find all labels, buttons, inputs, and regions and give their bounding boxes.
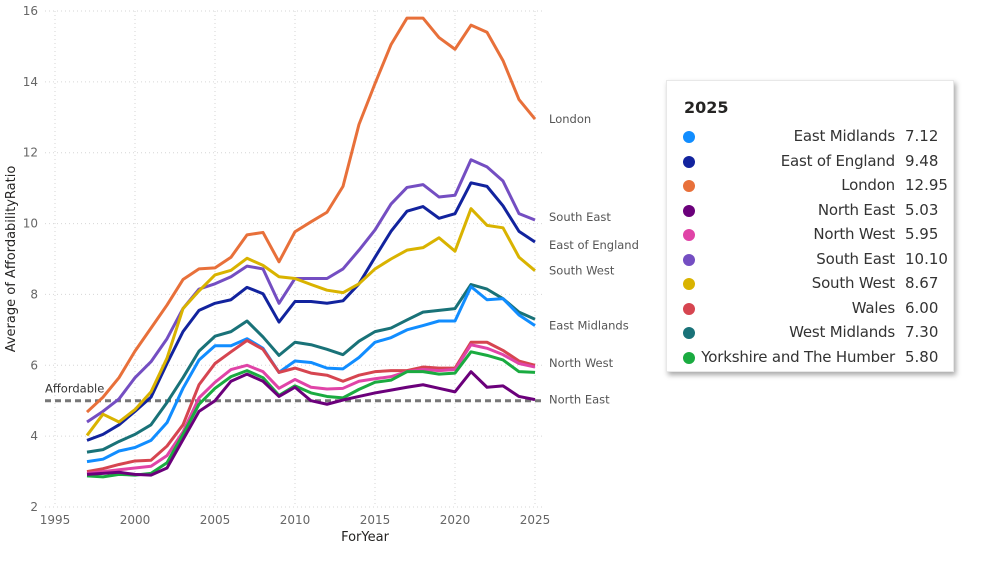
- grid: [45, 10, 543, 508]
- legend-item[interactable]: East of England 9.48: [667, 151, 955, 175]
- y-tick-label: 14: [23, 75, 38, 89]
- reference-line-group: Affordable: [45, 382, 543, 403]
- y-tick-label: 10: [23, 217, 38, 231]
- legend-item-value: 9.48: [905, 151, 939, 170]
- y-tick-label: 6: [30, 358, 38, 372]
- legend-item[interactable]: North West 5.95: [667, 224, 955, 248]
- series-line-london: [85, 16, 537, 414]
- end-label-north-east: North East: [549, 393, 610, 407]
- legend-color-dot-icon: [683, 180, 695, 192]
- series-end-labels: London South East East of England South Wes…: [549, 112, 639, 407]
- legend-item-value: 7.12: [905, 127, 939, 145]
- legend-item[interactable]: South East 10.10: [667, 249, 955, 273]
- series-line-north-east: [86, 370, 536, 477]
- series-line-north-west: [86, 343, 536, 475]
- end-label-north-west: North West: [549, 356, 614, 370]
- legend-color-dot-icon: [683, 302, 695, 315]
- series-line-wales: [86, 338, 536, 474]
- legend-color-dot-icon: [683, 229, 695, 241]
- legend-item-value: 5.95: [905, 225, 939, 243]
- end-label-east-midlands: East Midlands: [549, 319, 629, 333]
- legend-item-name: Wales: [851, 298, 895, 317]
- legend-item[interactable]: South West 8.67: [667, 273, 955, 297]
- legend-item-name: North West: [813, 225, 895, 243]
- series-line-south-east: [86, 158, 536, 424]
- x-tick-label: 1995: [40, 513, 71, 527]
- legend-item-value: 5.80: [905, 347, 939, 366]
- legend-item-name: London: [841, 176, 895, 194]
- legend-color-dot-icon: [683, 278, 695, 290]
- y-tick-label: 4: [30, 429, 38, 443]
- x-tick-label: 2000: [120, 513, 151, 527]
- legend-color-dot-icon: [683, 327, 695, 339]
- legend-item[interactable]: Wales 6.00: [667, 298, 955, 322]
- legend-item[interactable]: North East 5.03: [667, 200, 955, 224]
- y-tick-label: 12: [23, 146, 38, 160]
- y-axis-ticks: 2 4 6 8 10 12 14 16: [23, 4, 38, 514]
- series-lines: [85, 16, 537, 479]
- series-line-east-of-england: [86, 181, 536, 442]
- legend-color-dot-icon: [683, 155, 695, 168]
- legend-color-dot-icon: [683, 253, 695, 266]
- legend-item-name: North East: [817, 200, 895, 219]
- y-tick-label: 2: [30, 500, 38, 514]
- x-axis-ticks: 1995 2000 2005 2010 2015 2020 2025: [40, 513, 551, 527]
- legend-panel: 2025 East Midlands 7.12 East of England 9.4…: [666, 80, 954, 372]
- series-line-west-midlands: [86, 283, 536, 454]
- end-label-south-east: South East: [549, 210, 611, 224]
- series-line-yorkshire-and-the-humber: [86, 350, 536, 479]
- legend-item-name: West Midlands: [789, 323, 895, 341]
- legend-item-value: 5.03: [905, 200, 939, 219]
- end-label-london: London: [549, 112, 591, 126]
- y-axis-title: Average of AffordabilityRatio: [4, 166, 19, 353]
- x-tick-label: 2010: [280, 513, 311, 527]
- x-tick-label: 2005: [200, 513, 231, 527]
- legend-color-dot-icon: [683, 204, 695, 217]
- affordable-reference-label: Affordable: [45, 382, 104, 396]
- legend-color-dot-icon: [683, 131, 695, 143]
- x-tick-label: 2025: [520, 513, 551, 527]
- legend-item-value: 7.30: [905, 323, 939, 341]
- legend-item-name: South East: [816, 249, 895, 268]
- series-line-east-midlands: [86, 285, 536, 464]
- legend-item-name: East Midlands: [793, 127, 896, 145]
- legend-item-value: 8.67: [905, 274, 939, 292]
- legend-item-value: 10.10: [905, 249, 948, 268]
- series-line-south-west: [85, 207, 536, 437]
- x-axis-title: ForYear: [341, 530, 389, 545]
- legend-item-value: 6.00: [905, 298, 939, 317]
- legend-item[interactable]: West Midlands 7.30: [667, 322, 955, 346]
- x-tick-label: 2015: [360, 513, 391, 527]
- y-tick-label: 8: [30, 287, 38, 301]
- legend-item[interactable]: Yorkshire and The Humber 5.80: [667, 347, 955, 371]
- y-tick-label: 16: [23, 4, 38, 18]
- legend-item-name: Yorkshire and The Humber: [701, 347, 895, 366]
- legend-item-name: East of England: [780, 151, 895, 170]
- end-label-south-west: South West: [549, 264, 615, 278]
- end-label-east-of-england: East of England: [549, 238, 639, 252]
- legend-title: 2025: [684, 98, 729, 117]
- legend-item[interactable]: East Midlands 7.12: [667, 126, 955, 150]
- legend-item[interactable]: London 12.95: [667, 175, 955, 199]
- legend-item-value: 12.95: [905, 176, 948, 194]
- legend-item-name: South West: [811, 274, 895, 292]
- x-tick-label: 2020: [440, 513, 471, 527]
- legend-color-dot-icon: [683, 351, 695, 364]
